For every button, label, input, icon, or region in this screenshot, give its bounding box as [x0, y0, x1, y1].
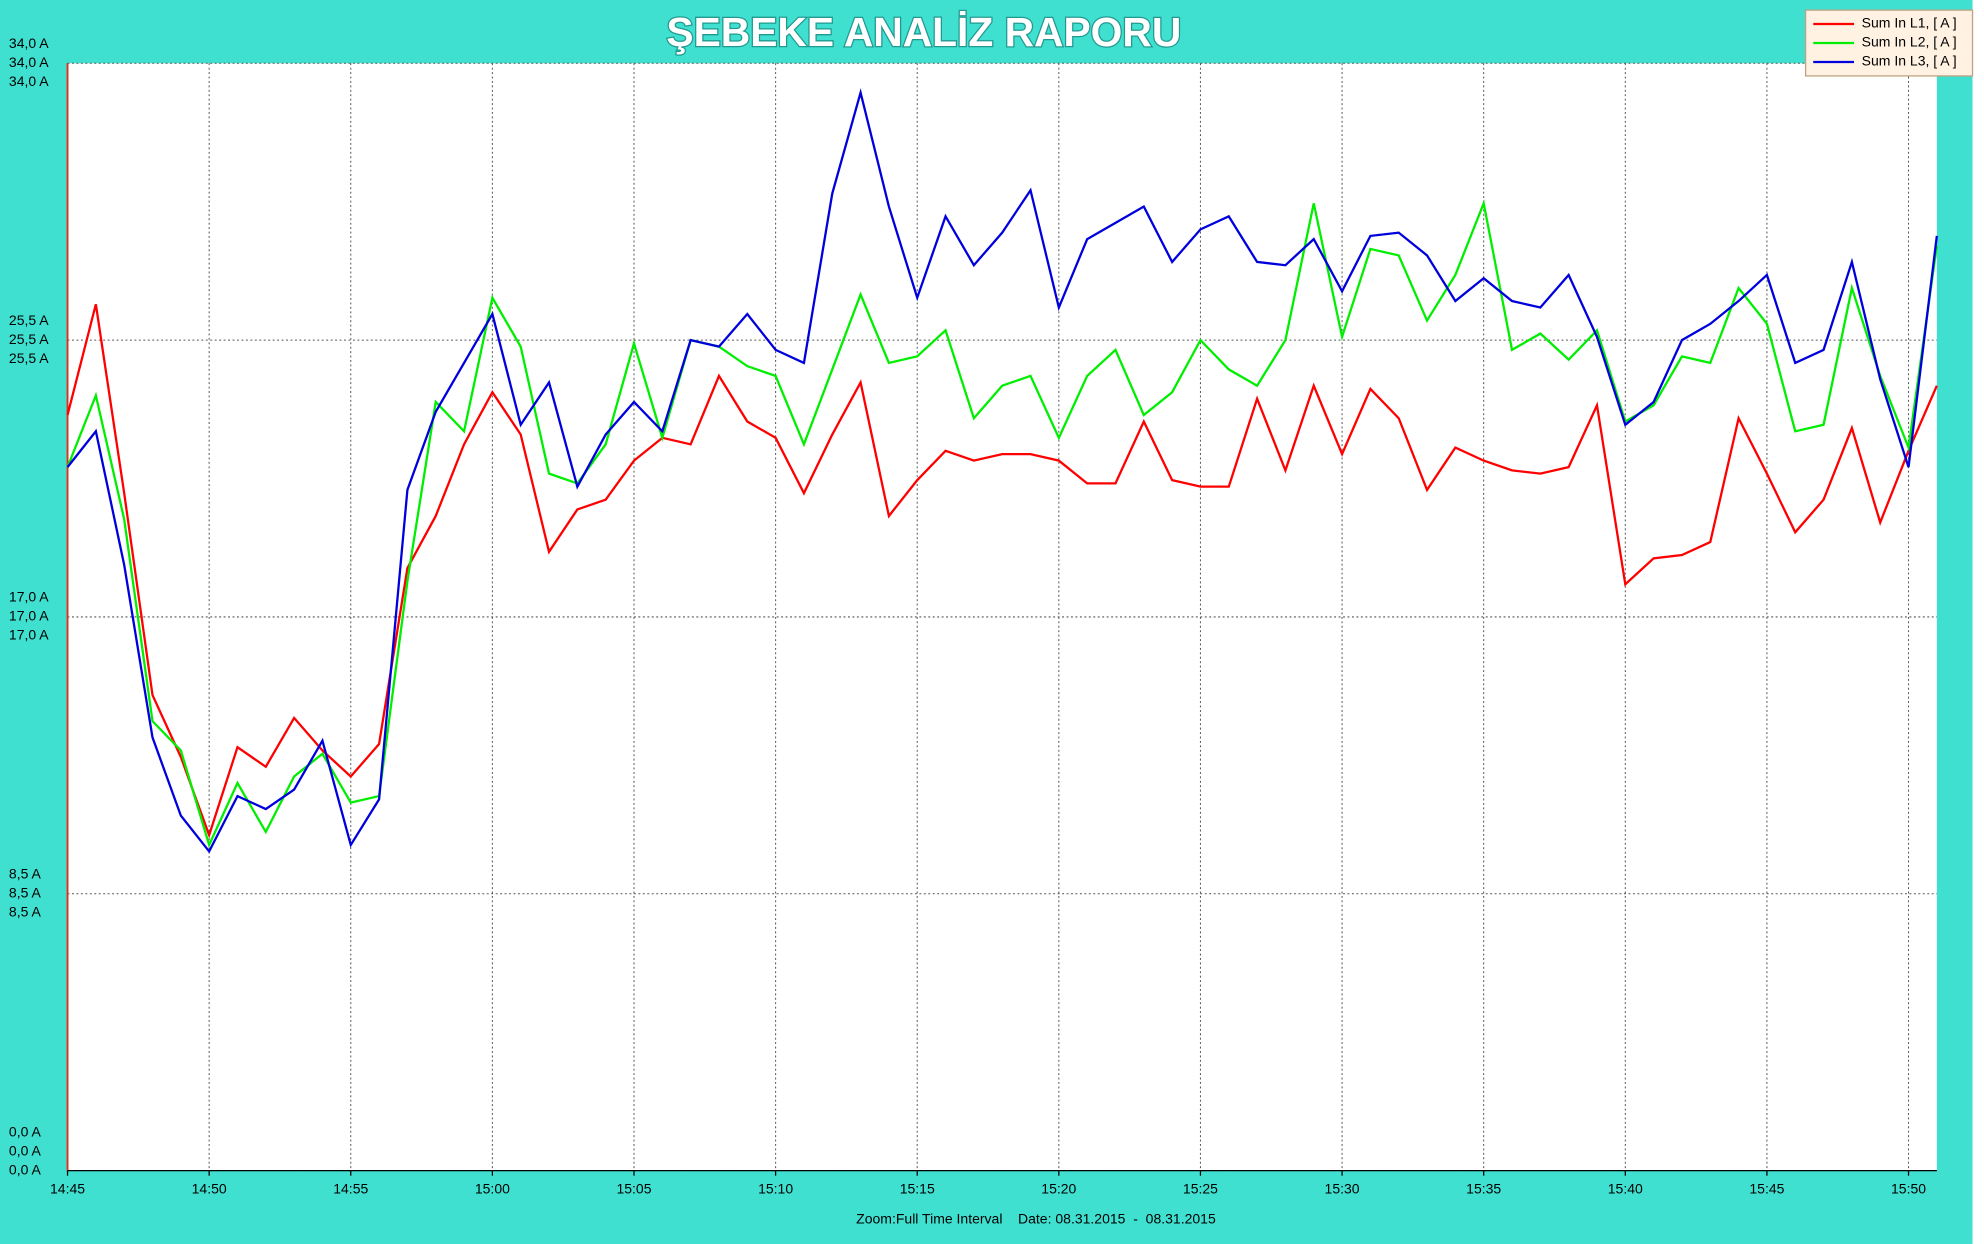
x-tick-label: 15:20	[1041, 1180, 1076, 1196]
y-tick-label: 25,5 A	[9, 350, 49, 366]
y-tick-label: 34,0 A	[9, 73, 49, 89]
x-tick-label: 15:30	[1325, 1180, 1360, 1196]
x-tick-label: 15:15	[900, 1180, 935, 1196]
right-border	[1972, 0, 1984, 1244]
y-tick-label: 8,5 A	[9, 903, 42, 919]
y-tick-label: 17,0 A	[9, 608, 49, 624]
x-tick-label: 15:45	[1749, 1180, 1784, 1196]
x-tick-label: 15:10	[758, 1180, 793, 1196]
y-tick-label: 0,0 A	[9, 1142, 42, 1158]
x-tick-label: 15:05	[616, 1180, 651, 1196]
x-tick-label: 15:00	[475, 1180, 510, 1196]
y-tick-label: 25,5 A	[9, 331, 49, 347]
x-tick-label: 15:50	[1891, 1180, 1926, 1196]
chart-title: ŞEBEKE ANALİZ RAPORU	[666, 9, 1181, 55]
legend-label: Sum In L2, [ A ]	[1862, 34, 1957, 50]
x-tick-label: 14:45	[50, 1180, 85, 1196]
legend-label: Sum In L1, [ A ]	[1862, 15, 1957, 31]
x-tick-label: 14:55	[333, 1180, 368, 1196]
y-tick-label: 17,0 A	[9, 627, 49, 643]
series-line	[66, 88, 1938, 854]
y-tick-label: 0,0 A	[9, 1123, 42, 1139]
legend-label: Sum In L3, [ A ]	[1862, 53, 1957, 69]
y-tick-label: 25,5 A	[9, 312, 49, 328]
y-tick-label: 34,0 A	[9, 35, 49, 51]
y-tick-label: 34,0 A	[9, 54, 49, 70]
y-tick-label: 8,5 A	[9, 866, 42, 882]
x-tick-label: 15:35	[1466, 1180, 1501, 1196]
footer: Zoom:Full Time Interval Date: 08.31.2015…	[856, 1211, 1216, 1227]
y-tick-label: 0,0 A	[9, 1161, 42, 1177]
x-tick-label: 15:40	[1608, 1180, 1643, 1196]
y-tick-label: 8,5 A	[9, 884, 42, 900]
x-tick-label: 15:25	[1183, 1180, 1218, 1196]
series-line	[66, 304, 1938, 839]
x-tick-label: 14:50	[192, 1180, 227, 1196]
y-tick-label: 17,0 A	[9, 589, 49, 605]
